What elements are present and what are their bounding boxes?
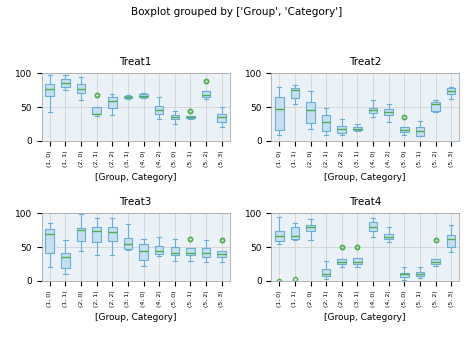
PathPatch shape: [92, 107, 101, 114]
PathPatch shape: [124, 95, 132, 98]
PathPatch shape: [353, 127, 362, 130]
Title: Treat4: Treat4: [349, 197, 382, 207]
X-axis label: [Group, Category]: [Group, Category]: [95, 173, 176, 182]
PathPatch shape: [291, 88, 299, 98]
PathPatch shape: [291, 227, 299, 239]
PathPatch shape: [447, 88, 456, 94]
PathPatch shape: [306, 225, 315, 232]
PathPatch shape: [171, 247, 179, 255]
PathPatch shape: [77, 84, 85, 93]
PathPatch shape: [202, 91, 210, 96]
PathPatch shape: [108, 227, 117, 241]
PathPatch shape: [369, 108, 377, 113]
PathPatch shape: [275, 97, 283, 129]
PathPatch shape: [155, 106, 164, 114]
PathPatch shape: [306, 102, 315, 123]
PathPatch shape: [447, 235, 456, 247]
PathPatch shape: [139, 244, 148, 259]
PathPatch shape: [186, 116, 195, 118]
PathPatch shape: [61, 79, 70, 87]
PathPatch shape: [155, 246, 164, 253]
PathPatch shape: [431, 102, 440, 111]
PathPatch shape: [275, 231, 283, 241]
PathPatch shape: [202, 248, 210, 257]
PathPatch shape: [139, 94, 148, 97]
PathPatch shape: [218, 115, 226, 122]
PathPatch shape: [353, 258, 362, 265]
PathPatch shape: [171, 115, 179, 119]
PathPatch shape: [322, 115, 330, 131]
PathPatch shape: [77, 228, 85, 241]
PathPatch shape: [322, 269, 330, 276]
PathPatch shape: [400, 273, 409, 277]
Title: Treat3: Treat3: [119, 197, 152, 207]
PathPatch shape: [108, 97, 117, 108]
Title: Treat1: Treat1: [119, 57, 152, 67]
PathPatch shape: [61, 252, 70, 268]
PathPatch shape: [416, 272, 424, 276]
X-axis label: [Group, Category]: [Group, Category]: [95, 313, 176, 322]
PathPatch shape: [384, 234, 393, 239]
PathPatch shape: [416, 127, 424, 135]
PathPatch shape: [384, 109, 393, 115]
PathPatch shape: [337, 258, 346, 265]
PathPatch shape: [46, 229, 54, 253]
PathPatch shape: [46, 84, 54, 96]
PathPatch shape: [124, 238, 132, 249]
PathPatch shape: [431, 258, 440, 264]
Text: Boxplot grouped by ['Group', 'Category']: Boxplot grouped by ['Group', 'Category']: [131, 7, 343, 17]
X-axis label: [Group, Category]: [Group, Category]: [325, 313, 406, 322]
PathPatch shape: [369, 222, 377, 231]
PathPatch shape: [400, 127, 409, 132]
X-axis label: [Group, Category]: [Group, Category]: [325, 173, 406, 182]
Title: Treat2: Treat2: [349, 57, 382, 67]
PathPatch shape: [186, 248, 195, 255]
PathPatch shape: [218, 250, 226, 257]
PathPatch shape: [92, 227, 101, 242]
PathPatch shape: [337, 126, 346, 132]
